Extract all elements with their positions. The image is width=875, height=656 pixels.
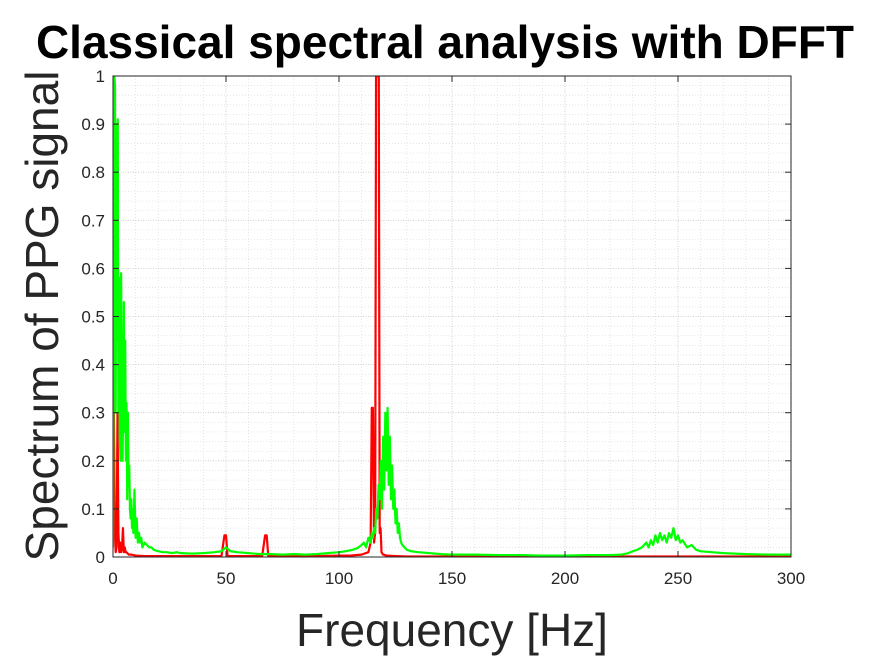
series-line-green [113, 76, 791, 557]
y-tick-label: 0.3 [81, 404, 105, 423]
y-tick-label: 0.1 [81, 500, 105, 519]
series-line-red [113, 76, 791, 557]
x-tick-label: 250 [664, 569, 692, 588]
y-tick-label: 0.2 [81, 452, 105, 471]
y-tick-label: 0.7 [81, 211, 105, 230]
x-tick-label: 150 [438, 569, 466, 588]
y-tick-label: 0.4 [81, 356, 105, 375]
x-axis-label: Frequency [Hz] [296, 604, 608, 656]
x-tick-label: 200 [551, 569, 579, 588]
y-tick-label: 0.6 [81, 259, 105, 278]
y-tick-label: 0.9 [81, 115, 105, 134]
x-tick-label: 300 [777, 569, 805, 588]
y-tick-label: 0 [96, 548, 105, 567]
y-axis-label: Spectrum of PPG signal [16, 71, 68, 562]
y-tick-label: 1 [96, 67, 105, 86]
axis-ticks [112, 75, 792, 558]
x-tick-label: 100 [325, 569, 353, 588]
x-tick-label: 0 [108, 569, 117, 588]
series-layer [113, 76, 791, 557]
y-tick-label: 0.8 [81, 163, 105, 182]
x-tick-label: 50 [217, 569, 236, 588]
y-tick-label: 0.5 [81, 308, 105, 327]
chart-title: Classical spectral analysis with DFFT [36, 16, 854, 68]
tick-labels: 0 50 100 150 200 250 300 0 0.1 0.2 0.3 0.4 0.5 0.6 0.7… [81, 67, 805, 588]
